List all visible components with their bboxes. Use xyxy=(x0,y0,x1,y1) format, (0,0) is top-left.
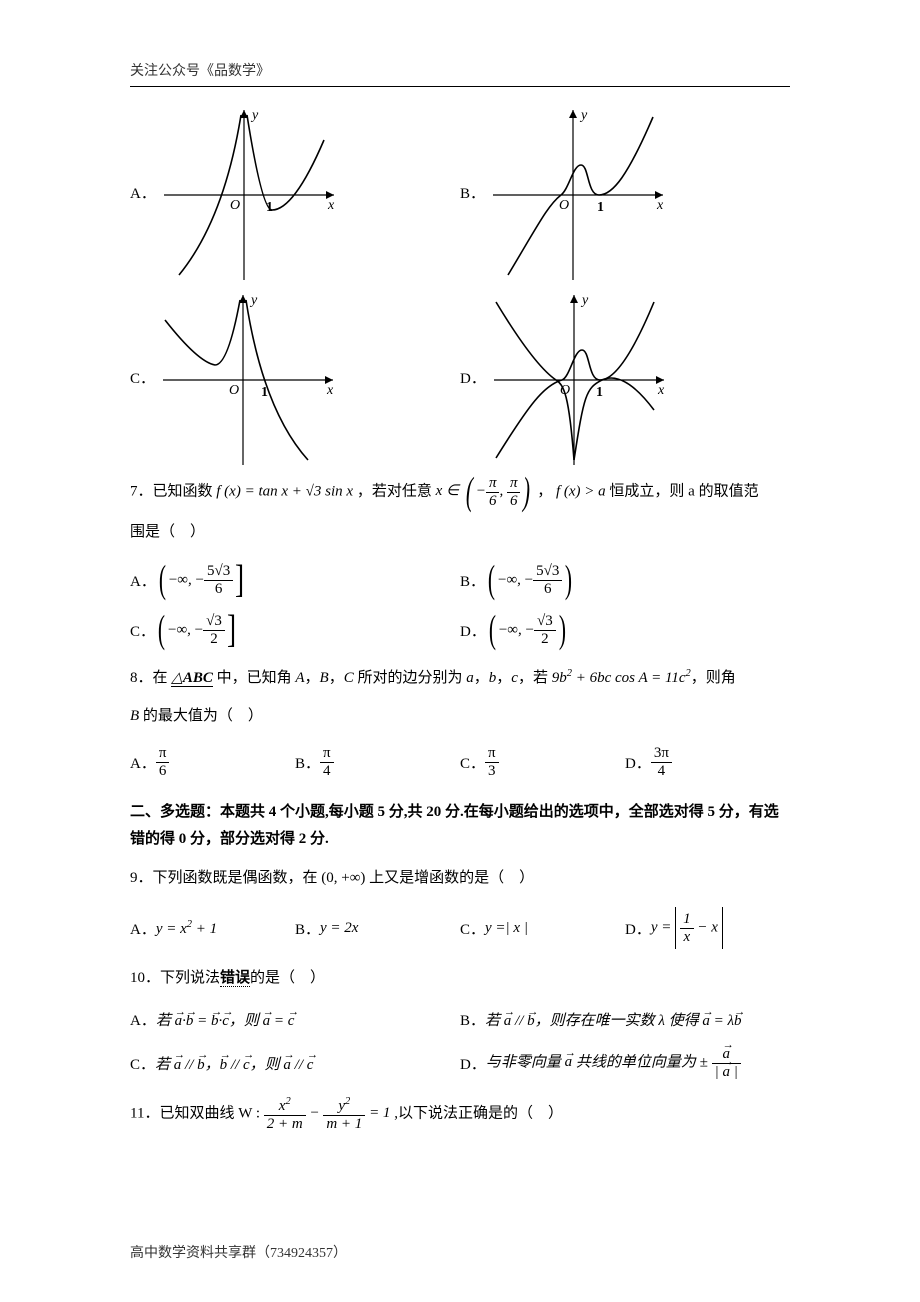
q7-cond: f (x) > a xyxy=(556,483,606,499)
svg-text:1: 1 xyxy=(266,200,273,215)
section-2-title: 二、多选题：本题共 4 个小题,每小题 5 分,共 20 分.在每小题给出的选项… xyxy=(130,799,790,853)
q7-interval: x ∈ (−π6, π6) xyxy=(436,483,538,499)
q8-option-A: A． π6 xyxy=(130,739,295,785)
question-10: 10．下列说法错误的是（ ） xyxy=(130,963,790,993)
q9-option-A: A．y = x2 + 1 xyxy=(130,901,295,955)
option-A-label: A． xyxy=(130,182,156,203)
graph-row-2: C． x y O 1 D． x y xyxy=(130,290,790,465)
q7-options: A． (−∞, −5√36] B． (−∞, −5√36) C． (−∞, −√… xyxy=(130,555,790,655)
q11-tail: ,以下说法正确是的（ ） xyxy=(394,1105,563,1121)
svg-text:1: 1 xyxy=(596,385,603,400)
graph-D: x y O 1 xyxy=(494,290,669,465)
q11-text: 11．已知双曲线 W : xyxy=(130,1105,264,1121)
q10-option-A: A． 若 a·b = b·c，则 a = c xyxy=(130,1001,460,1038)
svg-text:y: y xyxy=(580,293,589,308)
q7-text-before: 7．已知函数 xyxy=(130,483,216,499)
q10-bold: 错误 xyxy=(220,970,250,987)
q8-option-C: C． π3 xyxy=(460,739,625,785)
svg-text:y: y xyxy=(250,108,259,123)
page-header: 关注公众号《品数学》 xyxy=(130,60,790,87)
graph-row-1: A． x y O 1 B． x y xyxy=(130,105,790,280)
q7-option-C: C． (−∞, −√32] xyxy=(130,605,460,655)
svg-text:O: O xyxy=(229,383,239,398)
q11-equation: x22 + m − y2m + 1 = 1 xyxy=(264,1105,394,1121)
graph-A: x y O 1 xyxy=(164,105,339,280)
q7-text-mid2: ， xyxy=(537,483,552,499)
q7-option-D: D． (−∞, −√32) xyxy=(460,605,790,655)
question-9: 9．下列函数既是偶函数，在 (0, +∞) 上又是增函数的是（ ） xyxy=(130,863,790,893)
svg-text:x: x xyxy=(657,383,665,398)
q10-options: A． 若 a·b = b·c，则 a = c B． 若 a // b，则存在唯一… xyxy=(130,1001,790,1088)
q7-option-B: B． (−∞, −5√36) xyxy=(460,555,790,605)
svg-text:y: y xyxy=(249,293,258,308)
option-B-label: B． xyxy=(460,182,485,203)
q8-line2: B 的最大值为（ ） xyxy=(130,701,790,731)
q9-option-C: C．y =| x | xyxy=(460,901,625,955)
q10-option-C: C． 若 a // b，b // c，则 a // c xyxy=(130,1038,460,1088)
q10-text: 10．下列说法 xyxy=(130,970,220,986)
q9-option-D: D． y = 1x − x xyxy=(625,901,790,955)
q7-fx: f (x) = tan x + √3 sin x xyxy=(216,483,353,499)
q7-option-A: A． (−∞, −5√36] xyxy=(130,555,460,605)
option-C-label: C． xyxy=(130,367,155,388)
svg-text:x: x xyxy=(327,198,335,213)
q10-option-B: B． 若 a // b，则存在唯一实数 λ 使得 a = λb xyxy=(460,1001,790,1038)
question-7: 7．已知函数 f (x) = tan x + √3 sin x ，若对任意 x … xyxy=(130,475,790,509)
page-footer: 高中数学资料共享群（734924357） xyxy=(130,1242,347,1262)
q7-line2: 围是（ ） xyxy=(130,517,790,547)
graph-B: x y O 1 xyxy=(493,105,668,280)
svg-text:O: O xyxy=(559,198,569,213)
option-D-label: D． xyxy=(460,367,486,388)
svg-text:x: x xyxy=(326,383,334,398)
q10-option-D: D． 与非零向量 a 共线的单位向量为 ± a| a | xyxy=(460,1038,790,1088)
svg-text:1: 1 xyxy=(597,200,604,215)
q7-text-mid1: ，若对任意 xyxy=(357,483,436,499)
question-11: 11．已知双曲线 W : x22 + m − y2m + 1 = 1 ,以下说法… xyxy=(130,1096,790,1132)
question-8: 8．在 △ABC 中，已知角 A，B，C 所对的边分别为 a，b，c，若 9b2… xyxy=(130,663,790,693)
q8-option-D: D． 3π4 xyxy=(625,739,790,785)
q8-option-B: B． π4 xyxy=(295,739,460,785)
q10-text2: 的是（ ） xyxy=(250,970,325,986)
svg-text:y: y xyxy=(579,108,588,123)
q7-text-after: 恒成立，则 a 的取值范 xyxy=(609,483,758,499)
graph-C: x y O 1 xyxy=(163,290,338,465)
q9-option-B: B．y = 2x xyxy=(295,901,460,955)
q9-options: A．y = x2 + 1 B．y = 2x C．y =| x | D． y = … xyxy=(130,901,790,955)
q8-options: A． π6 B． π4 C． π3 D． 3π4 xyxy=(130,739,790,785)
svg-text:x: x xyxy=(656,198,664,213)
svg-text:O: O xyxy=(230,198,240,213)
